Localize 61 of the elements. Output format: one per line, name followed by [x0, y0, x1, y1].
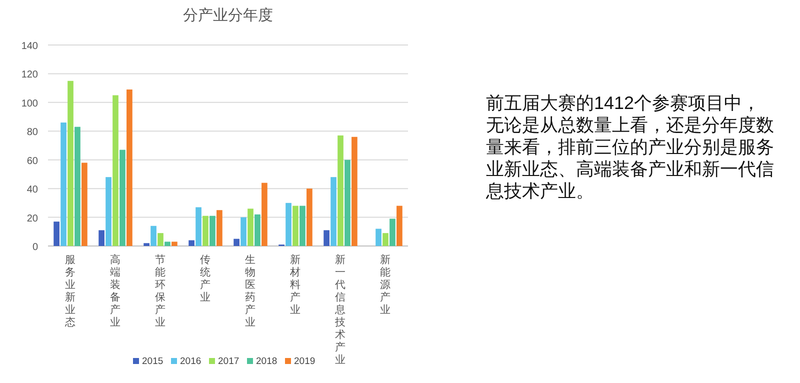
- bar: [172, 242, 178, 246]
- bar: [202, 216, 208, 246]
- bar: [144, 243, 150, 246]
- bar: [338, 135, 344, 246]
- bar: [262, 182, 268, 246]
- bar: [330, 177, 336, 246]
- bar: [120, 150, 126, 246]
- y-tick-label: 100: [21, 98, 38, 110]
- text: 前五届大赛的1412个参赛项目中，无论是从总数量上看，还是分年度数量来看，排前三位的产业分别是服务业新业态、高端装备产业和新一代信息技术产业。: [486, 92, 775, 202]
- legend-label: 2018: [256, 356, 278, 367]
- bar: [396, 206, 402, 246]
- bar: [106, 177, 112, 246]
- bar: [324, 230, 330, 246]
- bar: [54, 222, 60, 246]
- y-tick-label: 20: [26, 213, 38, 224]
- x-tick-label: 传统产业: [200, 254, 211, 304]
- bar: [390, 218, 396, 246]
- y-tick-label: 60: [26, 156, 38, 167]
- bar: [60, 122, 66, 246]
- bar: [196, 207, 202, 246]
- bar: [164, 242, 170, 246]
- x-tick-label: 高端装备产业: [110, 253, 121, 328]
- bar: [300, 206, 306, 246]
- bar: [376, 228, 382, 246]
- x-tick-label: 新能源产业: [380, 253, 391, 316]
- x-tick-label: 服务业新业态: [64, 254, 76, 328]
- y-tick-label: 140: [21, 41, 38, 52]
- bar: [248, 208, 254, 246]
- x-tick-label: 生物医药产业: [245, 253, 256, 328]
- bar: [150, 226, 156, 246]
- bar: [240, 217, 246, 246]
- bar: [112, 95, 118, 246]
- category-label: 新一代信息技术产业: [335, 254, 346, 366]
- x-tick-label: 节能环保产业: [155, 253, 166, 328]
- bar: [68, 80, 74, 246]
- bar: [126, 90, 132, 246]
- bar: [292, 206, 298, 246]
- bar: [286, 202, 292, 246]
- y-tick-label: 0: [32, 242, 38, 253]
- bar: [254, 214, 260, 246]
- legend-label: 2016: [180, 356, 202, 367]
- bar: [98, 230, 104, 246]
- bar: [344, 160, 350, 246]
- y-tick-label: 40: [26, 184, 38, 196]
- legend-label: 2019: [294, 356, 316, 367]
- bar: [352, 136, 358, 246]
- bar: [306, 188, 312, 246]
- legend-label: 2015: [142, 356, 164, 367]
- chart-title: 分产业分年度: [183, 6, 273, 24]
- legend-label: 2017: [218, 356, 240, 367]
- bar: [216, 210, 222, 246]
- y-tick-label: 120: [21, 70, 38, 81]
- y-tick-label: 80: [26, 127, 38, 138]
- bar: [188, 240, 194, 246]
- bar: [74, 126, 80, 246]
- bar: [82, 162, 88, 246]
- bar: [382, 233, 388, 246]
- bar: [158, 233, 164, 246]
- bar: [210, 216, 216, 246]
- bar: [234, 238, 240, 246]
- x-tick-label: 新材料产业: [289, 253, 301, 316]
